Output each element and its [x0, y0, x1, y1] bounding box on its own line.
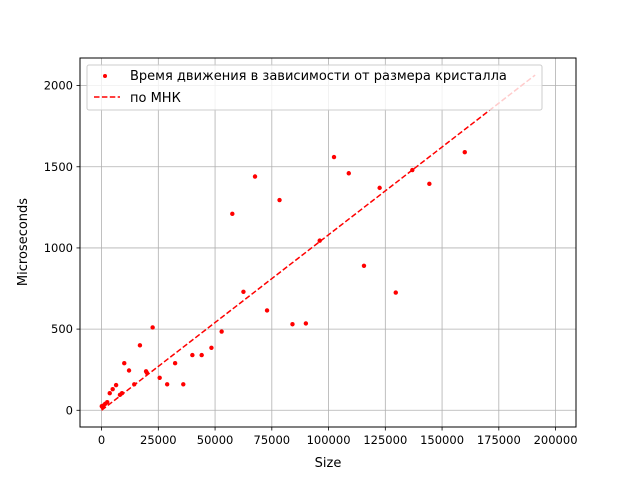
scatter-point — [164, 382, 170, 387]
scatter-point — [119, 391, 125, 396]
scatter-points-layer — [99, 149, 467, 410]
scatter-point — [105, 399, 110, 405]
scatter-point — [132, 382, 137, 387]
scatter-point — [150, 325, 155, 330]
scatter-point — [181, 382, 186, 387]
x-axis-label: Size — [315, 456, 342, 471]
fit-line — [101, 74, 536, 411]
scatter-point — [219, 329, 224, 334]
scatter-point — [137, 343, 143, 348]
x-tick-label: 150000 — [420, 433, 464, 447]
y-tick-label: 500 — [51, 322, 73, 336]
y-tick-label: 2000 — [44, 79, 73, 93]
legend-label-scatter: Время движения в зависимости от размера … — [130, 69, 507, 84]
scatter-point — [252, 174, 258, 179]
scatter-point — [303, 321, 309, 326]
x-tick-label: 50000 — [197, 433, 234, 447]
scatter-point — [317, 238, 322, 243]
scatter-point — [277, 197, 282, 203]
legend-box — [86, 64, 543, 111]
x-tick-label: 125000 — [363, 433, 407, 447]
scatter-point — [462, 149, 467, 155]
scatter-point — [393, 290, 398, 295]
scatter-point — [410, 167, 415, 173]
legend: Время движения в зависимости от размера … — [86, 64, 543, 111]
scatter-point — [126, 368, 132, 373]
scatter-point — [199, 352, 204, 358]
scatter-point — [110, 386, 115, 392]
scatter-point — [172, 361, 178, 366]
x-tick-label: 0 — [98, 433, 105, 447]
scatter-point — [144, 370, 150, 376]
x-tick-label: 25000 — [140, 433, 177, 447]
scatter-point — [264, 308, 270, 313]
scatter-point — [427, 181, 432, 187]
scatter-point — [361, 263, 367, 268]
scatter-point — [377, 185, 382, 191]
scatter-point — [241, 289, 246, 294]
y-tick-label: 1500 — [44, 160, 73, 174]
scatter-point — [113, 382, 119, 388]
x-tick-label: 200000 — [534, 433, 578, 447]
y-tick-label: 1000 — [44, 241, 73, 255]
scatter-point — [290, 322, 295, 327]
legend-label-line: по МНК — [130, 91, 181, 106]
scatter-point — [230, 211, 235, 217]
fit-line-layer — [101, 74, 536, 411]
y-tick-label: 0 — [66, 403, 73, 417]
scatter-point — [122, 361, 127, 366]
y-axis-ticks: 0 500 1000 1500 2000 — [44, 79, 80, 417]
plot-frame — [79, 57, 577, 428]
scatter-point — [209, 345, 214, 350]
x-axis-ticks: 0 25000 50000 75000 100000 125000 150000 175000… — [98, 427, 578, 447]
y-axis-label: Microseconds — [16, 198, 31, 286]
legend-marker-scatter — [103, 74, 107, 78]
scatter-point — [346, 171, 351, 176]
x-tick-label: 75000 — [254, 433, 291, 447]
x-tick-label: 175000 — [477, 433, 521, 447]
scatter-point — [107, 391, 112, 396]
scatter-point — [331, 154, 337, 160]
scatter-point — [190, 352, 195, 358]
scatter-point — [157, 375, 162, 381]
x-tick-label: 100000 — [307, 433, 351, 447]
